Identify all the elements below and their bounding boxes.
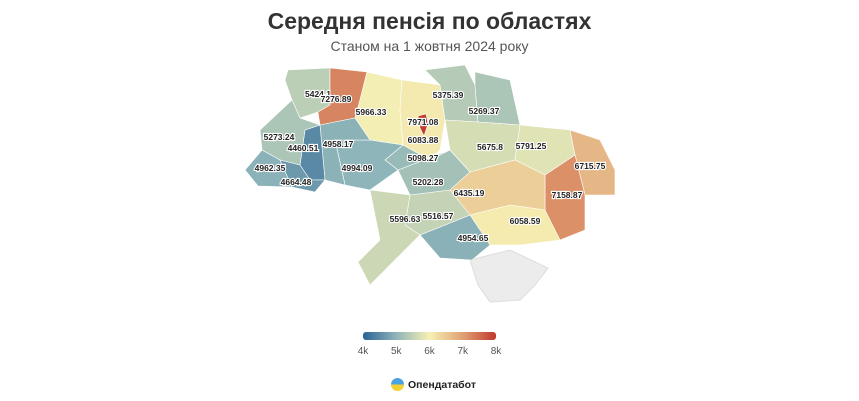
region-value-label: 5269.37	[469, 106, 500, 116]
region-value-label: 6083.88	[408, 135, 439, 145]
legend-tick: 8k	[490, 346, 502, 357]
legend-tick: 7k	[457, 346, 469, 357]
chart-subtitle: Станом на 1 жовтня 2024 року	[330, 38, 529, 54]
opendatabot-logo-icon	[391, 378, 404, 391]
crimea-region	[469, 249, 549, 303]
region-value-label: 5375.39	[433, 90, 464, 100]
region-value-label: 7158.87	[552, 190, 583, 200]
region-value-label: 5202.28	[413, 177, 444, 187]
brand-logo: Опендатабот	[391, 378, 476, 391]
region-value-label: 5596.63	[390, 214, 421, 224]
region-value-label: 5424.1	[305, 89, 331, 99]
region-value-label: 5516.57	[423, 211, 454, 221]
region-value-label: 4994.09	[342, 163, 373, 173]
legend-tick: 4k	[357, 346, 369, 357]
brand-name: Опендатабот	[408, 378, 476, 391]
region-value-label: 4962.35	[255, 163, 286, 173]
chart-title: Середня пенсія по областях	[267, 8, 592, 34]
region-value-label: 5098.27	[408, 153, 439, 163]
region-value-label: 6715.75	[575, 161, 606, 171]
region-value-label: 6435.19	[454, 188, 485, 198]
region-shape[interactable]	[417, 113, 429, 137]
region-value-label: 5966.33	[356, 107, 387, 117]
region-shape[interactable]	[279, 159, 326, 193]
region-value-label: 4958.17	[323, 139, 354, 149]
region-shape[interactable]	[357, 189, 421, 286]
region-shape[interactable]	[474, 71, 521, 126]
region-value-label: 4664.48	[281, 177, 312, 187]
region-shape[interactable]	[334, 139, 404, 191]
region-value-label: 5675.8	[477, 142, 503, 152]
region-value-label: 7276.89	[321, 94, 352, 104]
legend-tick: 5k	[390, 346, 402, 357]
region-value-label: 7971.08	[408, 117, 439, 127]
region-value-label: 4460.51	[288, 143, 319, 153]
region-value-label: 6058.59	[510, 216, 541, 226]
region-value-label: 5791.25	[516, 141, 547, 151]
color-legend	[363, 332, 496, 340]
legend-tick: 6k	[424, 346, 435, 357]
region-value-label: 4954.65	[458, 233, 489, 243]
region-value-label: 5273.24	[264, 132, 295, 142]
